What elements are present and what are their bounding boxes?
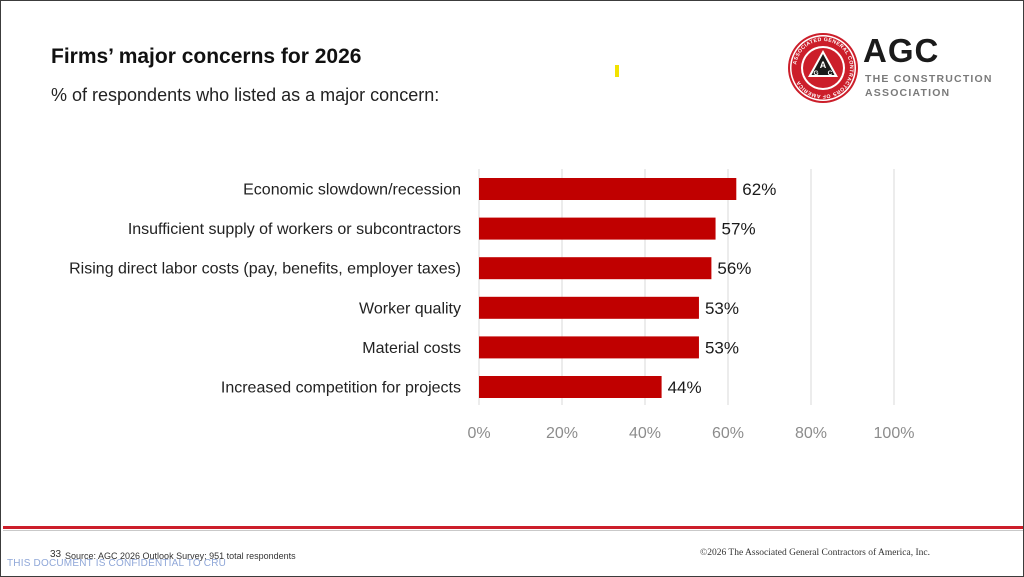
category-label: Increased competition for projects — [221, 380, 461, 397]
logo-tagline: THE CONSTRUCTION ASSOCIATION — [865, 72, 995, 100]
bar — [479, 336, 699, 359]
category-label: Worker quality — [359, 300, 461, 317]
value-label: 56% — [717, 259, 751, 278]
chart-value-labels: 62% 57% 56% 53% 53% 44% — [668, 180, 777, 397]
chart-bars — [479, 178, 737, 398]
bar — [479, 296, 699, 319]
value-label: 53% — [705, 338, 739, 357]
bar-chart: Economic slowdown/recession Insufficient … — [69, 169, 914, 442]
chart-x-axis-ticks: 0% 20% 40% 60% 80% 100% — [467, 425, 914, 442]
bar — [479, 376, 662, 398]
chart-category-labels: Economic slowdown/recession Insufficient … — [69, 182, 461, 397]
x-tick-label: 40% — [629, 425, 661, 442]
value-label: 62% — [742, 180, 776, 199]
value-label: 57% — [722, 220, 756, 239]
bar — [479, 217, 716, 240]
bar — [479, 257, 712, 280]
agc-logo: ASSOCIATED GENERAL CONTRACTORS OF AMERIC… — [787, 32, 992, 104]
value-label: 53% — [705, 299, 739, 318]
svg-text:C: C — [828, 70, 833, 77]
chart-gridlines — [478, 169, 895, 405]
x-tick-label: 80% — [795, 425, 827, 442]
x-tick-label: 0% — [467, 425, 490, 442]
category-label: Material costs — [362, 340, 461, 357]
footer-divider — [3, 530, 1023, 531]
yellow-marker — [615, 65, 619, 77]
page-title: Firms’ major concerns for 2026 — [51, 45, 362, 68]
source-note: Source: AGC 2026 Outlook Survey; 951 tot… — [65, 551, 296, 561]
category-label: Insufficient supply of workers or subcon… — [128, 221, 461, 238]
bar — [479, 178, 737, 200]
x-tick-label: 60% — [712, 425, 744, 442]
x-tick-label: 100% — [874, 425, 915, 442]
svg-text:A: A — [820, 60, 827, 70]
logo-tagline-line2: ASSOCIATION — [865, 87, 951, 99]
page-number: 33 — [50, 549, 62, 560]
svg-text:G: G — [813, 70, 818, 77]
value-label: 44% — [668, 378, 702, 397]
copyright-notice: ©2026 The Associated General Contractors… — [700, 548, 930, 558]
category-label: Rising direct labor costs (pay, benefits… — [69, 261, 461, 278]
x-tick-label: 20% — [546, 425, 578, 442]
category-label: Economic slowdown/recession — [243, 182, 461, 199]
logo-tagline-line1: THE CONSTRUCTION — [865, 73, 993, 85]
confidential-watermark: THIS DOCUMENT IS CONFIDENTIAL TO CRU — [7, 558, 227, 569]
page-subtitle: % of respondents who listed as a major c… — [51, 85, 440, 105]
footer-divider-red — [3, 526, 1023, 529]
agc-seal-icon: ASSOCIATED GENERAL CONTRACTORS OF AMERIC… — [788, 33, 858, 103]
logo-wordmark: AGC — [863, 32, 940, 69]
